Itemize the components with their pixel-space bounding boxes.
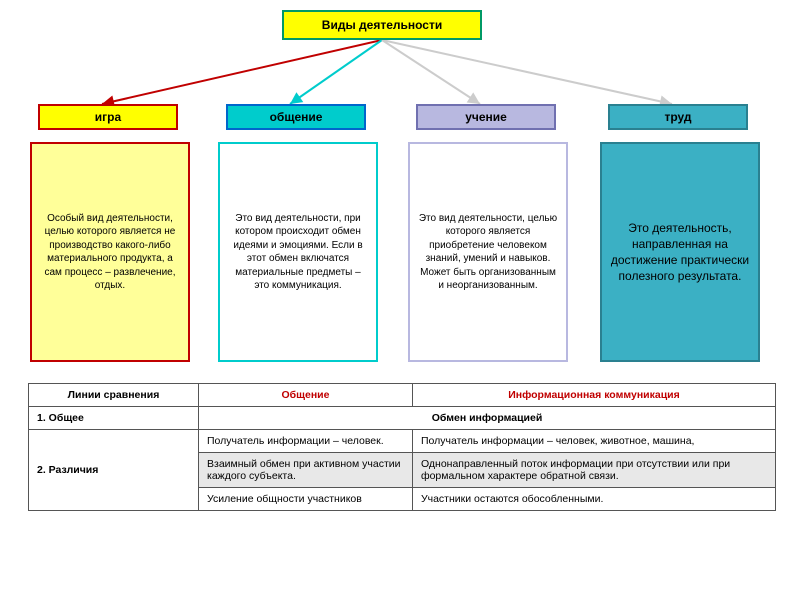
- tbl-diff-b-0: Получатель информации – человек, животно…: [412, 430, 775, 453]
- diagram-canvas: Виды деятельности игра Особый вид деятельн…: [0, 0, 800, 600]
- category-body-1: Это вид деятельности, при котором происх…: [218, 142, 378, 362]
- tbl-hdr-lines: Линии сравнения: [29, 384, 199, 407]
- comparison-table: Линии сравненияОбщениеИнформационная ком…: [28, 383, 776, 511]
- connector-line: [382, 40, 672, 104]
- tbl-diff-a-0: Получатель информации – человек.: [199, 430, 413, 453]
- category-body-0: Особый вид деятельности, целью которого …: [30, 142, 190, 362]
- category-header-0: игра: [38, 104, 178, 130]
- connector-line: [290, 40, 382, 104]
- tbl-row-diff-label: 2. Различия: [29, 430, 199, 511]
- category-body-3: Это деятельность, направленная на достиж…: [600, 142, 760, 362]
- category-header-3: труд: [608, 104, 748, 130]
- tbl-hdr-a: Общение: [199, 384, 413, 407]
- tbl-diff-b-1: Однонаправленный поток информации при от…: [412, 453, 775, 488]
- tbl-hdr-b: Информационная коммуникация: [412, 384, 775, 407]
- tbl-row-common-value: Обмен информацией: [199, 407, 776, 430]
- tbl-diff-a-2: Усиление общности участников: [199, 488, 413, 511]
- connector-line: [102, 40, 382, 104]
- category-header-1: общение: [226, 104, 366, 130]
- category-header-2: учение: [416, 104, 556, 130]
- root-title: Виды деятельности: [282, 10, 482, 40]
- connector-arrowhead: [467, 92, 480, 104]
- connector-line: [382, 40, 480, 104]
- category-body-2: Это вид деятельности, целью которого явл…: [408, 142, 568, 362]
- tbl-diff-b-2: Участники остаются обособленными.: [412, 488, 775, 511]
- tbl-diff-a-1: Взаимный обмен при активном участии кажд…: [199, 453, 413, 488]
- connector-arrowhead: [290, 92, 303, 104]
- tbl-row-common-label: 1. Общее: [29, 407, 199, 430]
